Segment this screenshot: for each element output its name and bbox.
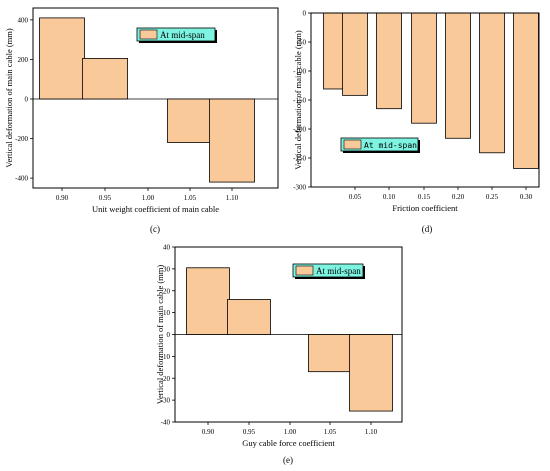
chart-e-y-tick-label: 20 [163, 287, 171, 295]
chart-d-y-tick-label: -100 [293, 68, 306, 76]
chart-c-plot-frame [32, 7, 279, 189]
chart-c-y-tick-label: 400 [18, 16, 29, 24]
chart-d-bar [411, 12, 437, 124]
chart-c-bar [209, 98, 255, 183]
chart-d-legend-label: At mid-span [364, 141, 417, 150]
chart-e-y-axis-label: Vertical deformation of main cable (mm) [155, 265, 165, 405]
chart-d-y-tick-label: -300 [293, 184, 306, 192]
chart-d-y-tick-label: -250 [293, 155, 306, 163]
chart-e-x-tick-label: 0.90 [202, 428, 215, 436]
chart-e-y-tick-label: 30 [163, 265, 171, 273]
chart-e-legend-swatch [295, 265, 314, 276]
chart-e-bar [349, 334, 393, 412]
chart-c-x-tick-label: 0.95 [99, 194, 112, 202]
chart-d-y-tick-label: -150 [293, 97, 306, 105]
chart-d-bar [376, 12, 402, 110]
chart-e-x-tick-label: 1.00 [284, 428, 297, 436]
chart-d-y-tick-label: -200 [293, 126, 306, 134]
chart-c-y-tick-label: -200 [15, 135, 28, 143]
chart-d-x-tick-label: 0.30 [520, 193, 533, 201]
chart-e-bar [186, 267, 230, 335]
chart-e-x-axis-label: Guy cable force coefficient [242, 438, 335, 448]
chart-c-x-axis-label: Unit weight coefficient of main cable [92, 204, 219, 214]
chart-e-y-tick-label: -30 [161, 397, 171, 405]
chart-d-panel-label: (d) [422, 224, 433, 234]
chart-e-bar [227, 299, 271, 335]
chart-d-y-tick-label: -50 [297, 39, 307, 47]
chart-e-y-tick-label: -40 [161, 419, 171, 427]
chart-e-y-tick-label: -20 [161, 375, 171, 383]
chart-e-bar [308, 334, 352, 373]
chart-e-y-tick-label: -10 [161, 353, 171, 361]
chart-c-y-tick-label: -400 [15, 175, 28, 183]
chart-d-x-tick-label: 0.05 [349, 193, 362, 201]
chart-e-x-tick-label: 1.10 [365, 428, 378, 436]
chart-d-x-tick-label: 0.15 [418, 193, 431, 201]
chart-c-legend-swatch [139, 29, 158, 40]
chart-c-panel-label: (c) [150, 224, 160, 234]
chart-d-bar [342, 12, 368, 96]
chart-e-x-tick-label: 1.05 [324, 428, 337, 436]
chart-c-x-tick-label: 1.10 [226, 194, 239, 202]
chart-d-y-tick-label: 0 [303, 10, 307, 18]
chart-d-bar [479, 12, 505, 154]
chart-e-y-tick-label: 0 [167, 331, 171, 339]
chart-c-bar [167, 98, 213, 143]
chart-e-y-tick-label: 10 [163, 309, 171, 317]
chart-d-bar [445, 12, 471, 139]
chart-d-x-axis-label: Friction coefficient [392, 203, 458, 213]
chart-c-x-tick-label: 0.90 [56, 194, 69, 202]
chart-c-y-tick-label: 0 [25, 95, 29, 103]
chart-d-bar [513, 12, 539, 169]
chart-d-x-tick-label: 0.10 [383, 193, 396, 201]
chart-e-panel-label: (e) [283, 455, 293, 465]
chart-e-x-tick-label: 0.95 [243, 428, 256, 436]
chart-d-legend-swatch [343, 139, 362, 150]
chart-c-x-tick-label: 1.00 [142, 194, 155, 202]
chart-d-x-tick-label: 0.25 [486, 193, 499, 201]
chart-e-legend-label: At mid-span [316, 266, 361, 276]
chart-d-x-tick-label: 0.20 [452, 193, 465, 201]
chart-c-bar [82, 58, 128, 100]
chart-c-x-tick-label: 1.05 [184, 194, 197, 202]
chart-c-bar [39, 17, 85, 100]
chart-c-legend-label: At mid-span [160, 30, 205, 40]
chart-c-y-axis-label: Vertical deformation of main cable (mm) [4, 28, 14, 168]
chart-d-y-axis-label: Vertical deformation of main cable (mm) [293, 30, 303, 170]
chart-e-y-tick-label: 40 [163, 244, 171, 252]
chart-c-y-tick-label: 200 [18, 56, 29, 64]
